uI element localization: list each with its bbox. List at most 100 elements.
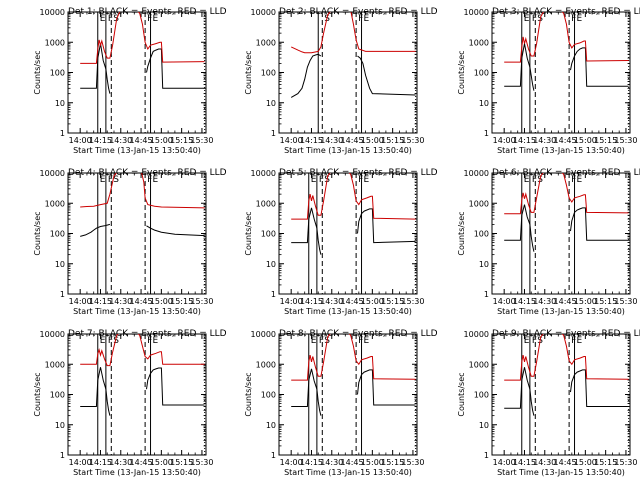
x-tick-label: 14:00 xyxy=(493,458,516,467)
x-tick-label: 15:00 xyxy=(361,297,384,306)
y-tick-label: 10 xyxy=(266,421,276,430)
y-axis-label: Counts/sec xyxy=(33,50,42,94)
x-tick-label: 14:45 xyxy=(130,458,153,467)
y-axis-label: Counts/sec xyxy=(244,372,253,416)
chart-panel-5: Det 5: BLACK = Events, RED = LLD11010010… xyxy=(244,168,438,316)
plot-frame xyxy=(278,11,418,134)
y-tick-label: 1000 xyxy=(256,360,276,369)
marker-label: E xyxy=(100,336,106,346)
y-tick-label: 1000 xyxy=(45,199,65,208)
x-tick-label: 15:00 xyxy=(574,297,597,306)
x-tick-label: 15:00 xyxy=(574,136,597,145)
x-tick-label: 14:30 xyxy=(320,458,343,467)
y-tick-label: 100 xyxy=(261,230,276,239)
marker-label: E xyxy=(364,175,370,185)
x-tick-label: 15:30 xyxy=(614,136,637,145)
series-lld-line xyxy=(80,12,205,64)
y-axis-label: Counts/sec xyxy=(457,211,466,255)
marker-label: F xyxy=(108,336,113,346)
x-tick-label: 15:00 xyxy=(574,458,597,467)
y-tick-label: 100 xyxy=(50,69,65,78)
marker-label: F xyxy=(532,14,537,24)
plot-frame xyxy=(67,333,207,456)
x-tick-label: 14:15 xyxy=(89,297,112,306)
x-axis-label: Start Time (13-Jan-15 13:50:40) xyxy=(284,468,412,477)
series-lld-line xyxy=(80,334,205,367)
x-tick-label: 14:15 xyxy=(300,136,323,145)
marker-label: F xyxy=(319,175,324,185)
x-tick-label: 14:45 xyxy=(554,136,577,145)
y-tick-label: 1 xyxy=(60,290,65,299)
x-tick-label: 14:30 xyxy=(533,136,556,145)
y-tick-label: 10 xyxy=(266,99,276,108)
y-axis-label: Counts/sec xyxy=(244,50,253,94)
x-tick-label: 14:15 xyxy=(89,136,112,145)
x-tick-label: 14:15 xyxy=(513,297,536,306)
x-tick-label: 15:15 xyxy=(594,458,617,467)
x-axis-label: Start Time (13-Jan-15 13:50:40) xyxy=(284,146,412,155)
x-tick-label: 14:45 xyxy=(130,297,153,306)
y-tick-label: 10000 xyxy=(464,8,489,17)
x-tick-label: 15:00 xyxy=(361,136,384,145)
series-lld-line xyxy=(290,12,416,54)
x-tick-label: 14:15 xyxy=(300,458,323,467)
marker-label: E xyxy=(153,175,159,185)
x-tick-label: 15:30 xyxy=(401,297,424,306)
x-tick-label: 15:30 xyxy=(401,458,424,467)
x-tick-label: 14:15 xyxy=(89,458,112,467)
series-events-line xyxy=(80,367,205,416)
marker-label: F xyxy=(147,14,152,24)
x-tick-label: 14:00 xyxy=(280,136,303,145)
marker-label: E xyxy=(577,14,583,24)
chart-panel-8: Det 8: BLACK = Events, RED = LLD11010010… xyxy=(244,329,438,477)
y-tick-label: 10 xyxy=(55,99,65,108)
marker-label: E xyxy=(524,14,530,24)
y-tick-label: 10 xyxy=(55,260,65,269)
y-tick-label: 1 xyxy=(60,129,65,138)
marker-label: E xyxy=(311,336,317,346)
y-tick-label: 10000 xyxy=(251,169,276,178)
x-tick-label: 14:15 xyxy=(513,458,536,467)
x-tick-label: 14:45 xyxy=(341,136,364,145)
series-lld-line xyxy=(504,12,629,63)
marker-label: E xyxy=(311,175,317,185)
marker-label: F xyxy=(147,336,152,346)
x-axis-label: Start Time (13-Jan-15 13:50:40) xyxy=(284,307,412,316)
x-tick-label: 15:15 xyxy=(381,136,404,145)
chart-panel-7: Det 7: BLACK = Events, RED = LLD11010010… xyxy=(33,329,227,477)
series-lld-line xyxy=(80,173,205,209)
series-events-line xyxy=(291,207,416,255)
plot-frame xyxy=(278,333,418,456)
series-events-line xyxy=(504,204,629,252)
marker-label: F xyxy=(571,14,576,24)
y-tick-label: 1000 xyxy=(256,38,276,47)
y-tick-label: 1000 xyxy=(469,199,489,208)
y-tick-label: 10 xyxy=(479,260,489,269)
x-tick-label: 15:15 xyxy=(594,136,617,145)
x-axis-label: Start Time (13-Jan-15 13:50:40) xyxy=(73,146,201,155)
chart-panel-9: Det 9: BLACK = Events, RED = LLD11010010… xyxy=(457,329,640,477)
x-tick-label: 14:30 xyxy=(109,136,132,145)
plot-frame xyxy=(491,172,631,295)
marker-label: F xyxy=(532,336,537,346)
y-tick-label: 1000 xyxy=(45,360,65,369)
x-tick-label: 15:00 xyxy=(150,458,173,467)
marker-label: E xyxy=(153,14,159,24)
plot-frame xyxy=(491,11,631,134)
x-tick-label: 14:15 xyxy=(300,297,323,306)
x-tick-label: 15:15 xyxy=(594,297,617,306)
x-axis-label: Start Time (13-Jan-15 13:50:40) xyxy=(497,307,625,316)
x-tick-label: 14:00 xyxy=(493,136,516,145)
x-axis-label: Start Time (13-Jan-15 13:50:40) xyxy=(497,146,625,155)
marker-label: F xyxy=(108,14,113,24)
x-tick-label: 15:30 xyxy=(190,458,213,467)
y-tick-label: 1 xyxy=(271,290,276,299)
y-tick-label: 10 xyxy=(266,260,276,269)
series-events-line xyxy=(504,43,629,91)
x-tick-label: 15:15 xyxy=(170,136,193,145)
chart-panel-1: Det 1: BLACK = Events, RED = LLD11010010… xyxy=(33,7,227,155)
y-tick-label: 1 xyxy=(484,451,489,460)
plot-frame xyxy=(491,333,631,456)
x-tick-label: 14:00 xyxy=(493,297,516,306)
